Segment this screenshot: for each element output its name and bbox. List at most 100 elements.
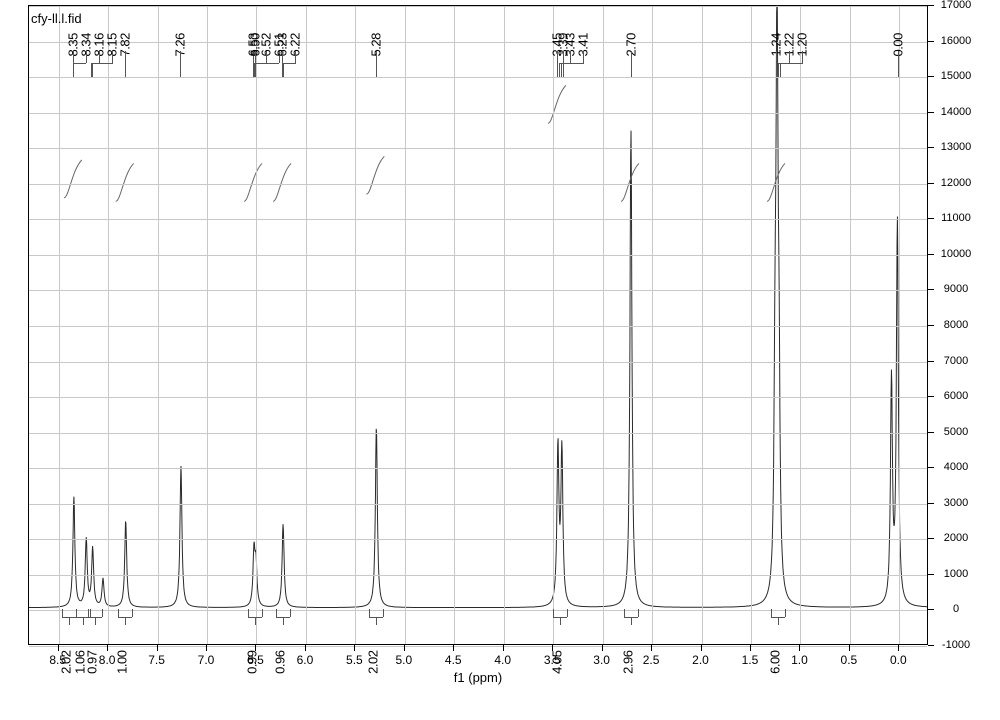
peak-tree <box>583 51 584 63</box>
x-tick <box>849 645 850 651</box>
y-tick-label: 0 <box>953 603 959 615</box>
x-tick <box>750 645 751 651</box>
x-tick <box>898 645 899 651</box>
grid-v <box>850 6 851 644</box>
integral-label: 4.05 <box>550 651 565 674</box>
grid-h <box>29 184 927 185</box>
y-tick-label: -1000 <box>942 639 970 651</box>
grid-h <box>29 290 927 291</box>
peak-tree <box>776 63 777 77</box>
integral-bracket <box>778 617 779 625</box>
x-tick <box>453 645 454 651</box>
peak-tree <box>255 51 256 63</box>
integral-bracket <box>276 609 277 617</box>
integral-bracket <box>638 609 639 617</box>
grid-h <box>29 77 927 78</box>
peak-tree <box>283 63 284 77</box>
y-tick <box>928 41 934 42</box>
integral-bracket <box>567 609 568 617</box>
grid-h <box>29 219 927 220</box>
integral-bracket <box>553 609 554 617</box>
grid-v <box>800 6 801 644</box>
grid-h <box>29 504 927 505</box>
peak-tree <box>802 51 803 63</box>
integral-label: 2.02 <box>58 651 73 674</box>
x-tick <box>107 645 108 651</box>
peak-tree <box>898 51 899 63</box>
y-tick-label: 9000 <box>944 283 968 295</box>
x-tick <box>354 645 355 651</box>
grid-h <box>29 610 927 611</box>
integral-bracket <box>125 617 126 625</box>
x-tick <box>799 645 800 651</box>
x-tick-label: 0.0 <box>890 653 907 667</box>
peak-tree <box>561 63 562 77</box>
grid-v <box>899 6 900 644</box>
grid-v <box>158 6 159 644</box>
y-tick-label: 17000 <box>941 0 972 11</box>
peak-tree <box>776 51 777 63</box>
peak-tree <box>563 51 564 63</box>
integral-bracket <box>132 609 133 617</box>
x-tick <box>651 645 652 651</box>
integral-bracket <box>88 609 89 617</box>
grid-v <box>652 6 653 644</box>
grid-v <box>306 6 307 644</box>
x-tick-label: 4.0 <box>494 653 511 667</box>
y-tick <box>928 538 934 539</box>
integral-label: 0.97 <box>85 651 100 674</box>
x-tick-label: 7.5 <box>148 653 165 667</box>
y-tick-label: 1000 <box>944 568 968 580</box>
peak-tree <box>255 63 256 77</box>
peak-tree <box>559 63 560 77</box>
peak-tree <box>376 51 377 63</box>
x-tick-label: 1.0 <box>791 653 808 667</box>
grid-v <box>108 6 109 644</box>
integral-label: 6.00 <box>767 651 782 674</box>
integral-bracket <box>118 609 119 617</box>
peak-tree <box>376 63 377 77</box>
y-tick-label: 16000 <box>941 35 972 47</box>
integral-bracket <box>95 617 96 625</box>
y-tick-label: 6000 <box>944 390 968 402</box>
peak-tree <box>92 63 112 64</box>
grid-h <box>29 433 927 434</box>
grid-h <box>29 539 927 540</box>
integral-bracket <box>255 617 256 625</box>
grid-h <box>29 646 927 647</box>
grid-h <box>29 255 927 256</box>
y-tick-label: 4000 <box>944 461 968 473</box>
peak-tree <box>631 63 632 77</box>
x-tick-label: 4.5 <box>445 653 462 667</box>
grid-h <box>29 362 927 363</box>
x-tick <box>206 645 207 651</box>
peak-tree <box>789 51 790 63</box>
plot-area <box>28 5 928 645</box>
grid-v <box>702 6 703 644</box>
y-tick <box>928 147 934 148</box>
grid-h <box>29 6 927 7</box>
integral-bracket <box>76 609 77 617</box>
peak-tree <box>563 63 564 77</box>
y-tick-label: 15000 <box>941 70 972 82</box>
grid-v <box>207 6 208 644</box>
x-tick <box>602 645 603 651</box>
peak-tree <box>125 51 126 63</box>
x-tick <box>503 645 504 651</box>
x-tick-label: 2.0 <box>692 653 709 667</box>
x-tick-label: 6.0 <box>297 653 314 667</box>
x-tick-label: 2.5 <box>643 653 660 667</box>
integral-bracket <box>785 609 786 617</box>
grid-v <box>405 6 406 644</box>
grid-v <box>504 6 505 644</box>
grid-v <box>256 6 257 644</box>
integral-bracket <box>369 609 370 617</box>
integral-bracket <box>624 609 625 617</box>
integral-bracket <box>102 609 103 617</box>
y-tick-label: 14000 <box>941 106 972 118</box>
y-tick-label: 8000 <box>944 319 968 331</box>
y-tick <box>928 289 934 290</box>
x-tick-label: 0.5 <box>841 653 858 667</box>
y-tick-label: 10000 <box>941 248 972 260</box>
integral-bracket <box>262 609 263 617</box>
